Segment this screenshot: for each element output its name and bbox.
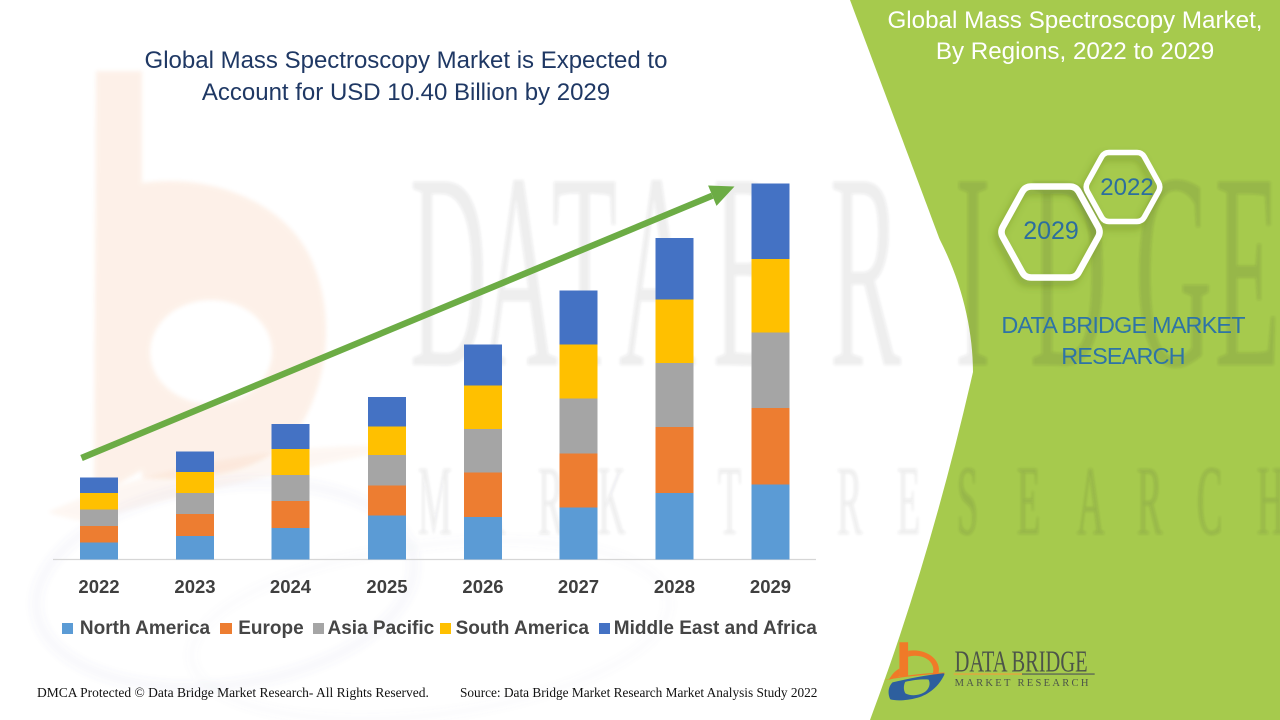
svg-text:MARKET RESEARCH: MARKET RESEARCH: [955, 678, 1091, 689]
svg-text:DATA BRIDGE: DATA BRIDGE: [955, 644, 1088, 678]
